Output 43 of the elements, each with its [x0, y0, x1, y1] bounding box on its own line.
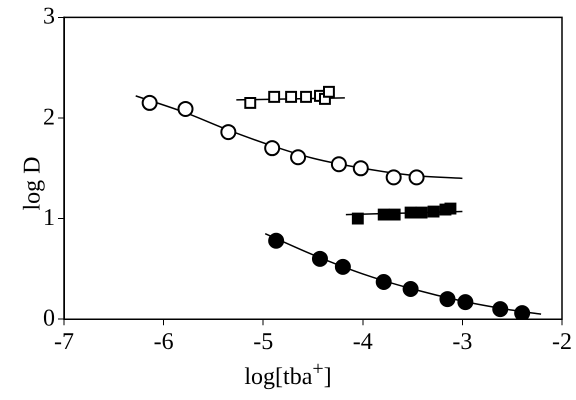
point: [244, 96, 256, 109]
point: [220, 124, 236, 140]
point: [268, 90, 280, 103]
point: [514, 305, 530, 320]
point: [388, 208, 401, 221]
line-series: [264, 232, 542, 315]
point: [402, 281, 419, 298]
point: [352, 160, 369, 176]
point: [290, 149, 306, 166]
point: [386, 169, 402, 186]
x-tick-label: -5: [253, 328, 274, 355]
x-axis-title: log[tba$^{+}$]: [243, 358, 333, 391]
y-tick-label: 2: [43, 104, 55, 130]
point: [428, 206, 440, 218]
point: [444, 202, 456, 214]
x-tick-label: -3: [452, 328, 472, 355]
y-tick-label: 0: [43, 305, 55, 332]
point: [268, 232, 284, 249]
point: [312, 250, 328, 267]
x-tick-label: -6: [154, 328, 174, 355]
point: [322, 86, 335, 98]
point: [142, 94, 158, 111]
point: [416, 206, 428, 219]
point: [300, 90, 312, 103]
point: [352, 212, 364, 225]
point: [439, 291, 456, 308]
x-tick-label: -2: [552, 328, 572, 355]
point: [178, 100, 194, 117]
y-tick-label: 3: [43, 4, 55, 30]
point: [404, 206, 417, 219]
x-tick-label: -4: [352, 328, 373, 355]
point: [408, 169, 425, 186]
point: [376, 274, 392, 290]
point: [285, 90, 298, 103]
x-tick-label: -7: [54, 328, 74, 355]
point: [378, 208, 390, 221]
point: [330, 156, 347, 172]
point: [492, 301, 508, 318]
point: [264, 140, 280, 156]
point: [334, 258, 351, 275]
y-tick-label: 1: [43, 204, 55, 231]
y-axis-title: log D: [20, 156, 46, 210]
point: [457, 294, 474, 310]
